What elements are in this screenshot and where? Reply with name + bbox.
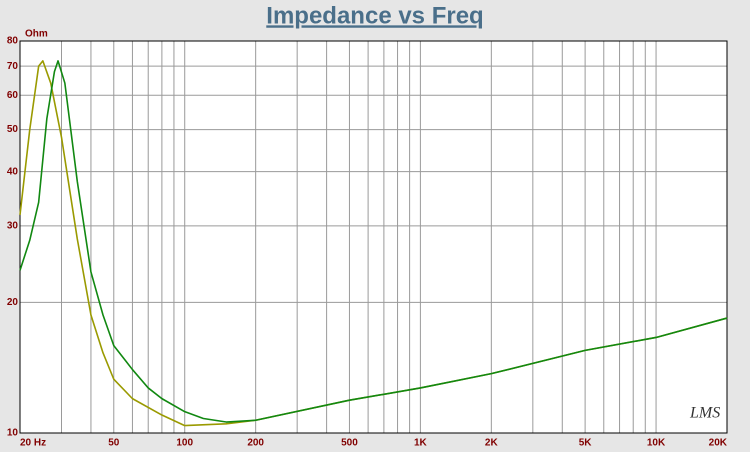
chart-title: Impedance vs Freq — [266, 2, 483, 29]
plot-border — [19, 40, 728, 434]
y-tick-label: 10 — [7, 428, 19, 439]
y-tick-label: 30 — [7, 221, 19, 232]
x-tick-label: 50 — [108, 438, 120, 449]
x-tick-label: 10K — [647, 438, 666, 449]
x-tick-label: 100 — [176, 438, 193, 449]
y-axis-label: Ohm — [25, 29, 48, 40]
y-tick-label: 70 — [7, 61, 19, 72]
y-tick-label: 50 — [7, 124, 19, 135]
watermark: LMS — [689, 405, 720, 422]
x-tick-label: 20K — [709, 438, 728, 449]
y-tick-label: 80 — [7, 36, 19, 47]
y-tick-label: 60 — [7, 90, 19, 101]
x-tick-label: 200 — [247, 438, 264, 449]
plot-area — [20, 41, 727, 433]
x-tick-label: 2K — [485, 438, 499, 449]
y-tick-label: 40 — [7, 166, 19, 177]
x-tick-label: 5K — [579, 438, 593, 449]
y-tick-label: 20 — [7, 297, 19, 308]
x-tick-label: 20 Hz — [20, 438, 46, 449]
x-tick-label: 1K — [414, 438, 428, 449]
series-line — [19, 60, 728, 423]
x-tick-label: 500 — [341, 438, 358, 449]
